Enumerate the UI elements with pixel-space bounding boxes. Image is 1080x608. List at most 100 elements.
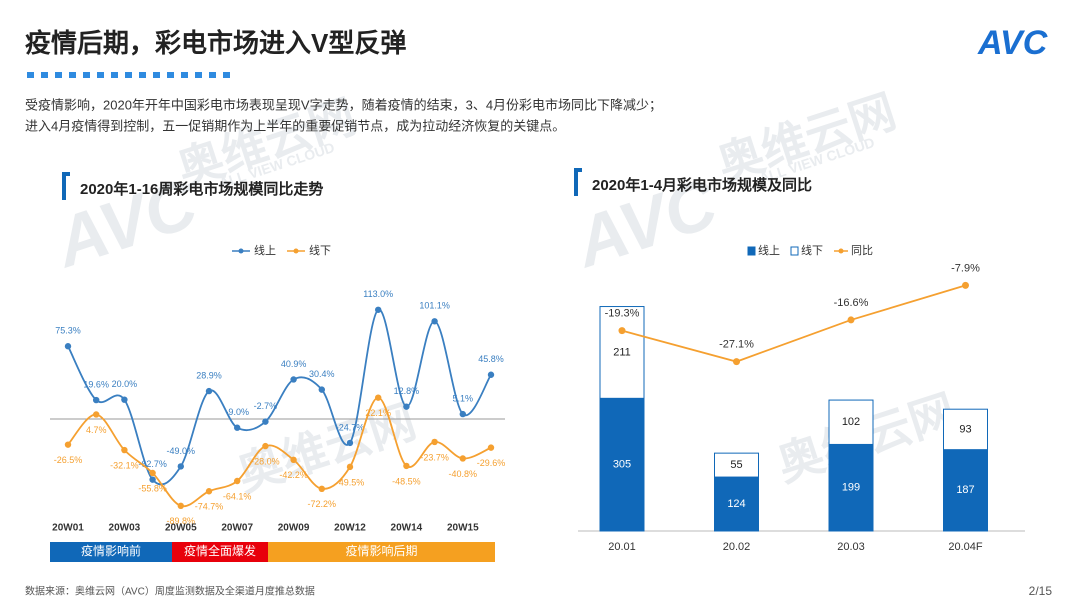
data-point	[234, 477, 241, 485]
data-label: -72.2%	[308, 499, 337, 509]
bar-segment	[943, 449, 988, 532]
data-point	[487, 371, 495, 378]
data-point	[205, 387, 213, 395]
data-label: 19.6%	[83, 379, 109, 389]
data-point	[346, 463, 354, 471]
data-point	[177, 502, 184, 510]
data-point	[121, 446, 128, 454]
data-label: 20.0%	[112, 379, 138, 389]
legend-label: 线上	[758, 243, 780, 257]
data-label: -23.7%	[420, 452, 449, 462]
data-label: -89.8%	[167, 516, 196, 526]
page-number: 2/15	[1029, 584, 1053, 598]
watermarks: AVC 奥维云网 ALL VIEW CLOUD AVC 奥维云网 ALL VIE…	[44, 85, 961, 501]
data-point	[375, 306, 382, 313]
data-point	[733, 358, 740, 366]
bar-segment	[943, 408, 988, 451]
data-label: -7.9%	[951, 262, 980, 274]
data-point	[431, 318, 438, 325]
bar-segment	[714, 452, 759, 478]
data-label: -28.0%	[251, 456, 280, 466]
x-tick-label: 20W15	[447, 523, 479, 534]
data-point	[149, 469, 156, 477]
bar-label: 93	[959, 423, 971, 435]
bar-label: 211	[613, 346, 631, 358]
data-point	[403, 462, 410, 470]
data-label: -16.6%	[834, 297, 869, 309]
bar-segment	[599, 397, 645, 532]
title-bracket	[574, 168, 582, 196]
legend-label: 线下	[801, 243, 823, 257]
bar-label: 199	[842, 482, 860, 494]
phase-band	[172, 542, 268, 562]
phase-band	[50, 542, 172, 562]
data-label: 101.1%	[419, 301, 450, 311]
logo: AVC	[977, 24, 1048, 62]
data-label: -40.8%	[449, 469, 478, 479]
x-tick-label: 20W01	[52, 523, 84, 534]
title-dots	[27, 72, 230, 78]
data-point	[318, 485, 325, 493]
data-point	[618, 327, 626, 335]
bar-label: 124	[727, 498, 745, 510]
x-tick-label: 20W05	[165, 523, 197, 534]
legend-label: 同比	[851, 244, 873, 257]
legend-marker	[838, 248, 844, 254]
legend-swatch	[747, 246, 756, 256]
slide-title: 疫情后期，彩电市场进入V型反弹	[25, 28, 406, 58]
data-point	[262, 442, 269, 450]
data-label: -24.7%	[336, 422, 365, 432]
chart-title: 2020年1-4月彩电市场规模及同比	[592, 176, 812, 194]
data-point	[64, 441, 72, 448]
data-point	[346, 439, 354, 447]
source-note: 数据来源：奥维云网（AVC）周度监测数据及全渠道月度推总数据	[25, 585, 315, 598]
data-point	[847, 316, 855, 324]
legend-label: 线上	[254, 243, 276, 257]
data-label: -55.8%	[138, 483, 167, 493]
data-label: -26.5%	[54, 455, 83, 465]
data-point	[487, 444, 495, 451]
x-tick-label: 20.02	[723, 541, 751, 553]
x-tick-label: 20W07	[221, 523, 253, 534]
data-point	[93, 396, 100, 404]
data-point	[234, 424, 241, 431]
data-label: -32.1%	[110, 460, 139, 470]
bar-segment	[599, 306, 645, 399]
data-label: 28.9%	[196, 370, 222, 380]
intro-line: 受疫情影响，2020年开年中国彩电市场表现呈现V字走势，随着疫情的结束，3、4月…	[25, 97, 662, 113]
bar-label: 55	[730, 459, 742, 471]
data-point	[149, 476, 156, 483]
phase-band	[268, 542, 495, 562]
data-point	[431, 438, 438, 446]
data-label: 22.1%	[365, 408, 391, 418]
bar-label: 102	[842, 416, 860, 428]
data-label: -9.0%	[225, 407, 249, 417]
data-point	[121, 396, 128, 403]
title-bracket	[62, 172, 70, 200]
data-label: 113.0%	[363, 289, 393, 299]
x-tick-label: 20.04F	[948, 541, 983, 553]
data-point	[290, 456, 297, 464]
data-label: 45.8%	[478, 354, 504, 364]
x-tick-label: 20W12	[334, 523, 366, 534]
legend-marker	[238, 248, 244, 254]
bar-label: 305	[613, 459, 631, 471]
chart-title: 2020年1-16周彩电市场规模同比走势	[80, 180, 323, 198]
bar-label: 187	[956, 484, 974, 496]
phase-label: 疫情影响前	[81, 543, 141, 558]
x-tick-label: 20W09	[278, 523, 310, 534]
data-point	[403, 403, 410, 410]
legend-marker	[293, 248, 299, 254]
x-tick-label: 20.01	[608, 541, 636, 553]
data-label: -19.3%	[605, 308, 640, 320]
phase-label: 疫情影响后期	[345, 543, 417, 558]
data-label: -27.1%	[719, 339, 754, 351]
data-point	[64, 343, 72, 350]
series-line	[67, 396, 492, 508]
data-label: 5.1%	[453, 393, 474, 403]
data-label: 40.9%	[281, 359, 307, 369]
x-tick-label: 20W14	[391, 523, 423, 534]
data-point	[205, 488, 213, 495]
